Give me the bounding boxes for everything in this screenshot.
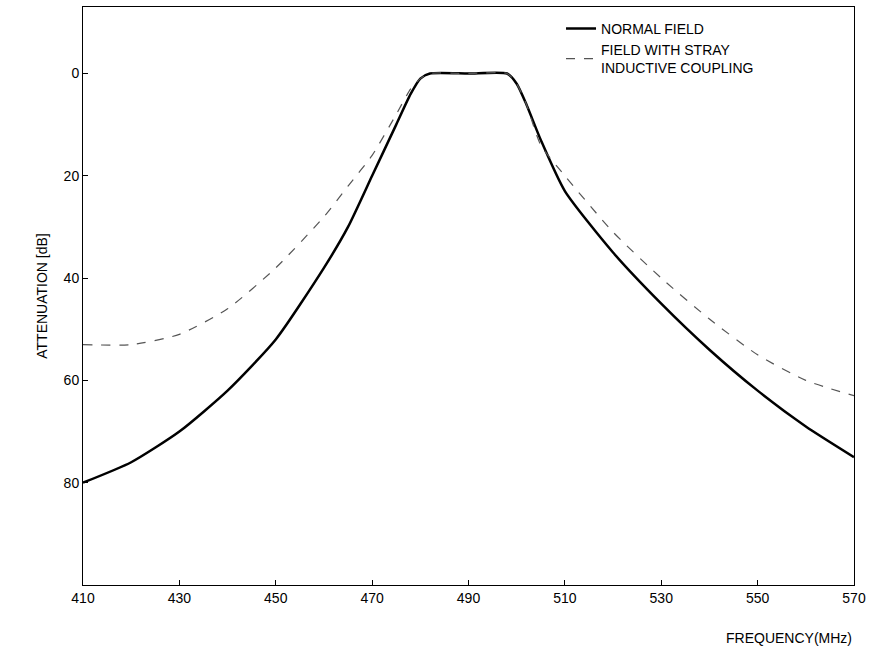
svg-text:410: 410	[71, 590, 95, 606]
svg-text:80: 80	[64, 475, 80, 491]
svg-text:60: 60	[64, 372, 80, 388]
svg-text:530: 530	[650, 590, 674, 606]
svg-text:40: 40	[64, 270, 80, 286]
svg-text:FIELD WITH STRAYINDUCTIVE COUP: FIELD WITH STRAYINDUCTIVE COUPLING	[601, 42, 753, 76]
svg-text:FREQUENCY(MHz): FREQUENCY(MHz)	[726, 630, 852, 646]
svg-text:570: 570	[842, 590, 866, 606]
svg-text:0: 0	[71, 65, 79, 81]
svg-text:490: 490	[457, 590, 481, 606]
svg-text:450: 450	[264, 590, 288, 606]
svg-text:510: 510	[553, 590, 577, 606]
svg-text:550: 550	[746, 590, 770, 606]
svg-text:20: 20	[64, 168, 80, 184]
svg-text:ATTENUATION [dB]: ATTENUATION [dB]	[34, 233, 50, 359]
svg-text:NORMAL FIELD: NORMAL FIELD	[601, 21, 704, 37]
svg-text:430: 430	[168, 590, 192, 606]
svg-text:470: 470	[360, 590, 384, 606]
